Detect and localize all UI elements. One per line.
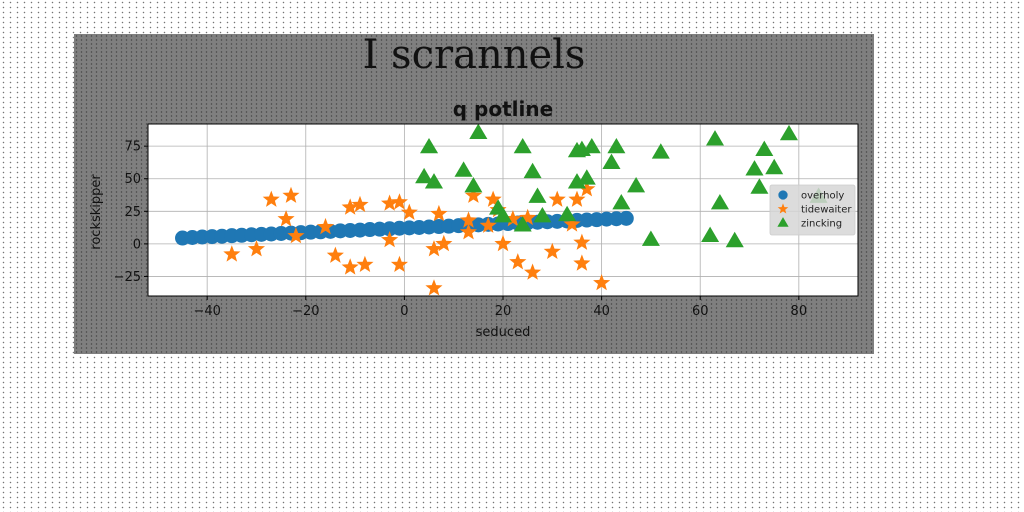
legend-label-zincking: zincking	[801, 219, 842, 230]
zincking-point	[464, 177, 483, 193]
tidewaiter-point	[356, 255, 374, 272]
legend-marker-tidewaiter	[777, 203, 789, 214]
legend-marker-overholy	[778, 190, 788, 200]
zincking-point	[415, 167, 434, 184]
legend-box	[769, 184, 856, 236]
tidewaiter-point	[509, 253, 527, 270]
zincking-point	[420, 138, 439, 154]
zincking-point	[745, 160, 764, 176]
x-tick-label: 60	[692, 304, 709, 319]
zincking-point	[523, 162, 542, 179]
tidewaiter-point	[479, 216, 497, 233]
tidewaiter-point	[459, 223, 477, 240]
zincking-point	[627, 177, 646, 193]
y-tick-label: 0	[133, 237, 141, 252]
y-tick-label: 25	[124, 205, 141, 220]
zincking-point	[494, 207, 512, 223]
zincking-point	[725, 231, 744, 248]
tidewaiter-point	[341, 258, 359, 275]
tidewaiter-point	[262, 190, 280, 207]
tidewaiter-point	[381, 231, 399, 248]
zincking-point	[469, 123, 488, 139]
zincking-point	[750, 178, 769, 194]
tidewaiter-point	[524, 263, 542, 280]
tidewaiter-point	[400, 203, 418, 220]
tidewaiter-point	[484, 190, 502, 207]
zincking-point	[533, 207, 552, 223]
x-tick-label: 80	[791, 304, 808, 319]
zincking-point	[424, 173, 443, 189]
tidewaiter-point	[430, 204, 448, 222]
zincking-point	[513, 138, 532, 154]
figure-canvas: I scrannels −40 −20 0 20 40 60 80 −25 0 25 50 75 q …	[74, 34, 874, 354]
tidewaiter-point	[316, 217, 335, 235]
scatter-chart: −40 −20 0 20 40 60 80 −25 0 25 50 75 q potline sedu…	[89, 97, 859, 340]
tidewaiter-point	[287, 227, 305, 244]
tidewaiter-point	[519, 208, 537, 226]
zincking-point	[710, 194, 729, 210]
zincking-point	[528, 187, 547, 203]
tidewaiter-point	[341, 198, 359, 215]
zincking-point	[765, 158, 784, 175]
zincking-point	[612, 194, 631, 210]
x-tick-label: −20	[292, 304, 319, 319]
zincking-point	[454, 161, 473, 177]
tidewaiter-point	[568, 190, 586, 207]
tidewaiter-point	[464, 186, 482, 203]
tidewaiter-point	[459, 211, 477, 228]
zincking-point	[779, 124, 798, 141]
zincking-point	[607, 138, 626, 154]
zincking-point	[558, 205, 577, 222]
tidewaiter-point	[563, 215, 581, 232]
tidewaiter-point	[548, 190, 566, 207]
x-axis-label: seduced	[476, 325, 531, 340]
zincking-point	[706, 130, 724, 146]
y-tick-label: −25	[114, 270, 141, 285]
chart-legend: overholy tidewaiter zincking	[769, 184, 856, 236]
tidewaiter-point	[435, 234, 453, 252]
tidewaiter-point	[494, 234, 512, 252]
x-tick-label: 40	[593, 304, 610, 319]
tidewaiter-point	[504, 210, 522, 227]
chart-title: q potline	[453, 97, 553, 121]
legend-label-tidewaiter: tidewaiter	[801, 205, 852, 216]
tidewaiter-point	[381, 194, 399, 211]
tidewaiter-point	[351, 195, 369, 213]
zincking-point	[567, 173, 586, 189]
tidewaiter-point	[390, 255, 408, 272]
figure-suptitle: I scrannels	[362, 32, 586, 78]
zincking-point	[577, 169, 596, 185]
tidewaiter-point	[247, 240, 265, 257]
tidewaiter-point	[223, 245, 241, 262]
x-tick-label: −40	[193, 304, 220, 319]
overholy-point	[618, 210, 634, 226]
x-tick-label: 0	[400, 304, 408, 319]
zincking-point	[755, 140, 774, 156]
tidewaiter-point	[425, 240, 443, 257]
zincking-point	[582, 138, 601, 154]
y-tick-label: 75	[124, 140, 141, 155]
legend-marker-zincking	[777, 217, 789, 227]
tidewaiter-point	[425, 279, 443, 296]
tidewaiter-point	[543, 242, 561, 259]
tidewaiter-point	[277, 210, 295, 227]
tidewaiter-point	[573, 233, 591, 250]
tidewaiter-point	[390, 193, 408, 210]
x-tick-label: 20	[495, 304, 512, 319]
zincking-point	[641, 230, 660, 246]
zincking-point	[701, 226, 720, 242]
plot-frame	[147, 123, 859, 297]
tidewaiter-point	[573, 254, 591, 271]
tidewaiter-point	[282, 186, 300, 203]
legend-label-overholy: overholy	[801, 191, 844, 202]
zincking-point	[651, 143, 670, 159]
zincking-point	[602, 153, 621, 169]
tidewaiter-point	[593, 274, 611, 291]
y-axis-label: rockskipper	[89, 174, 104, 250]
tidewaiter-point	[578, 180, 596, 197]
y-tick-label: 50	[124, 172, 141, 187]
zincking-point	[513, 216, 532, 232]
tidewaiter-point	[326, 246, 344, 263]
